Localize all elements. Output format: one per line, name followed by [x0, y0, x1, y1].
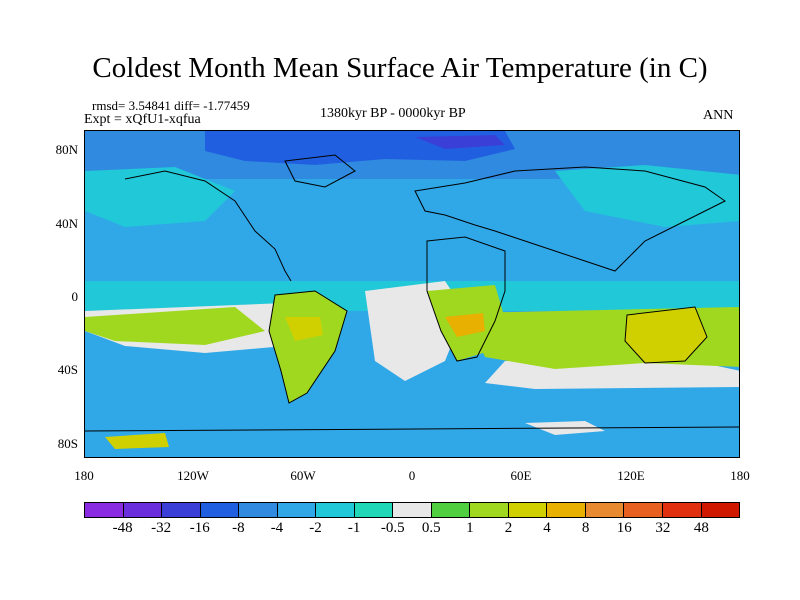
x-tick-60e: 60E — [510, 468, 532, 483]
x-tick-180w: 180 — [74, 468, 94, 483]
color-bar-label: 2 — [504, 520, 513, 536]
color-swatch — [123, 502, 163, 518]
greenland-cold-core — [415, 135, 505, 149]
ross-warm-spot — [105, 433, 169, 449]
color-bar-label: -1 — [347, 520, 361, 536]
x-tick-120w: 120W — [177, 468, 209, 483]
color-swatch — [585, 502, 625, 518]
x-tick-0: 0 — [408, 468, 416, 483]
color-swatch — [470, 502, 509, 518]
color-bar-label: 0.5 — [421, 520, 441, 536]
color-bar-label: 16 — [616, 520, 632, 536]
north-pacific-zone — [85, 167, 235, 227]
color-swatch — [662, 502, 702, 518]
brazil-hot-spot — [285, 317, 323, 341]
color-swatch — [316, 502, 355, 518]
color-swatch — [239, 502, 278, 518]
y-tick-40s: 40S — [57, 362, 78, 377]
color-bar-label: -8 — [232, 520, 245, 536]
color-bar-label: -48 — [112, 520, 133, 536]
y-tick-40n: 40N — [55, 216, 78, 231]
color-bar-label: 1 — [466, 520, 474, 536]
east-asia-zone — [555, 165, 739, 227]
australia-warm — [625, 307, 707, 363]
antarctic-band — [85, 417, 739, 457]
color-bar-label: -4 — [270, 520, 284, 536]
color-swatch — [200, 502, 240, 518]
color-bar-label: 32 — [655, 520, 671, 536]
color-bar-label: -2 — [309, 520, 322, 536]
color-bar-outline — [84, 502, 740, 518]
color-bar-label: 4 — [543, 520, 551, 536]
x-tick-180e: 180 — [730, 468, 750, 483]
color-bar — [84, 502, 741, 518]
color-bar-label: 48 — [693, 520, 709, 536]
coastlines — [85, 154, 739, 432]
y-tick-80s: 80S — [57, 436, 78, 451]
temperature-anomaly-map — [85, 131, 739, 457]
color-swatch — [393, 502, 432, 518]
season-label: ANN — [703, 108, 734, 123]
color-bar-label: -32 — [151, 520, 172, 536]
x-tick-60w: 60W — [290, 468, 316, 483]
color-bar-label: -0.5 — [380, 520, 405, 536]
color-swatch — [277, 502, 317, 518]
map-title: Coldest Month Mean Surface Air Temperatu… — [92, 52, 708, 84]
map-panel — [84, 130, 740, 458]
x-tick-120e: 120E — [617, 468, 645, 483]
color-bar-label: -16 — [189, 520, 210, 536]
y-tick-0: 0 — [71, 289, 79, 304]
color-swatch — [508, 502, 548, 518]
color-swatch — [624, 502, 663, 518]
color-swatch — [162, 502, 201, 518]
color-swatch — [431, 502, 471, 518]
color-swatch — [354, 502, 394, 518]
south-pacific-warm — [85, 307, 265, 345]
period-label: 1380kyr BP - 0000kyr BP — [320, 106, 466, 121]
experiment-label: Expt = xQfU1-xqfua — [84, 112, 201, 127]
color-swatch — [547, 502, 586, 518]
stats-line: rmsd= 3.54841 diff= -1.77459 — [92, 98, 250, 113]
color-bar-label: 8 — [581, 520, 590, 536]
y-tick-80n: 80N — [55, 142, 78, 157]
africa-hot-spot — [445, 313, 485, 337]
